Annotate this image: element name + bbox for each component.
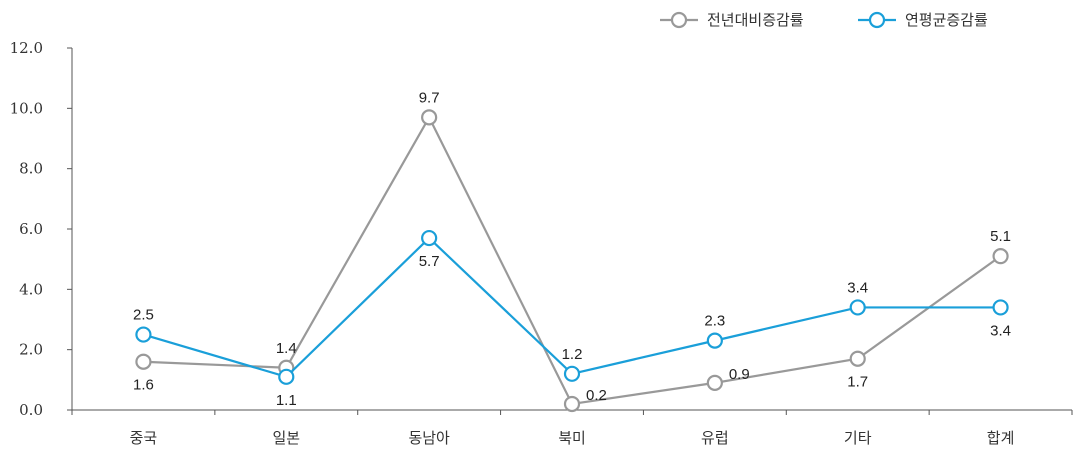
series-layer	[135, 109, 1009, 413]
y-tick-label: 10.0	[10, 99, 43, 117]
data-label: 0.9	[729, 366, 750, 383]
data-labels: 1.6 1.4 9.7 0.2 0.9 1.7 5.1 2.5 1.1 5.7 1.2 2.3 3.4 3…	[133, 89, 1011, 408]
series-2-point	[992, 299, 1009, 316]
series-1-point	[563, 395, 581, 413]
data-label: 3.4	[990, 322, 1011, 339]
data-label: 1.6	[133, 377, 154, 394]
x-tick-label: 유럽	[701, 429, 729, 447]
data-label: 1.2	[562, 346, 583, 363]
series-1-point	[992, 248, 1009, 265]
series-1-point	[421, 109, 438, 126]
series-1-point	[849, 350, 866, 367]
data-label: 1.7	[847, 374, 868, 391]
data-label: 3.4	[847, 279, 868, 296]
legend-marker	[868, 11, 886, 29]
y-tick-label: 2.0	[19, 341, 43, 359]
x-tick-label: 기타	[844, 429, 872, 447]
data-label: 9.7	[419, 89, 440, 106]
series-1-point	[706, 374, 723, 391]
x-tick-label: 합계	[987, 429, 1015, 447]
y-axis-ticks: 0.0 2.0 4.0 6.0 8.0 10.0 12.0	[10, 39, 72, 419]
y-tick-label: 12.0	[10, 39, 43, 57]
legend: 전년대비증감률 연평균증감률	[660, 11, 988, 29]
data-label: 1.4	[276, 340, 297, 357]
legend-marker	[670, 11, 688, 29]
y-tick-label: 4.0	[19, 280, 43, 298]
series-2-point	[421, 229, 438, 247]
data-label: 2.3	[704, 313, 725, 330]
x-axis-ticks: 중국 일본 동남아 북미 유럽 기타 합계	[71, 410, 1073, 447]
series-2-point	[135, 326, 152, 343]
x-tick-label: 북미	[558, 429, 586, 447]
y-tick-label: 6.0	[19, 220, 43, 238]
series-2-point	[706, 332, 723, 349]
series-2-point	[849, 299, 866, 316]
data-label: 1.1	[276, 392, 297, 409]
y-tick-label: 0.0	[19, 401, 43, 419]
series-2-point	[563, 365, 581, 382]
series-2-point	[278, 368, 295, 385]
series-1-point	[135, 353, 152, 370]
x-tick-label: 중국	[130, 429, 158, 447]
legend-label: 연평균증감률	[905, 11, 988, 29]
data-label: 5.1	[990, 228, 1011, 245]
y-tick-label: 8.0	[19, 160, 43, 178]
x-tick-label: 일본	[272, 429, 300, 447]
data-label: 2.5	[133, 307, 154, 324]
data-label: 5.7	[419, 253, 440, 270]
data-label: 0.2	[586, 387, 607, 404]
legend-label: 전년대비증감률	[707, 11, 804, 29]
x-tick-label: 동남아	[408, 429, 450, 447]
